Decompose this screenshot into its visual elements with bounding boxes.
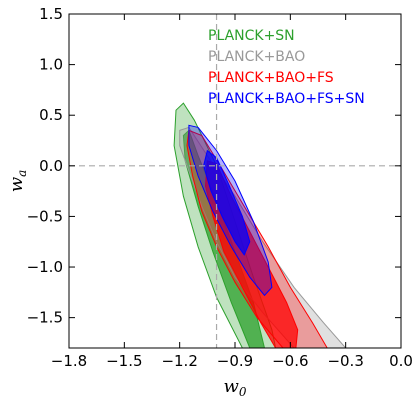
x-tick-label: 0.0 (389, 352, 413, 370)
x-tick-label: −1.5 (106, 352, 142, 370)
x-tick-label: −0.6 (272, 352, 308, 370)
y-tick-label: −1.5 (27, 309, 63, 327)
y-tick-label: −0.5 (27, 207, 63, 225)
legend: PLANCK+SN PLANCK+BAO PLANCK+BAO+FS PLANCK+B… (208, 28, 365, 107)
y-tick-label: 1.5 (39, 5, 63, 23)
axis-ticks: −1.8 −1.5 −1.2 −0.9 −0.6 −0.3 0.0 −1.5 −1.0 −0.5 0… (27, 5, 413, 370)
x-tick-label: −0.3 (327, 352, 363, 370)
x-tick-label: −1.8 (51, 352, 87, 370)
legend-entry: PLANCK+SN (208, 28, 295, 44)
x-tick-label: −1.2 (161, 352, 197, 370)
legend-entry: PLANCK+BAO+FS+SN (208, 91, 365, 107)
y-tick-label: −1.0 (27, 258, 63, 276)
y-tick-label: 1.0 (39, 56, 63, 74)
contour-inner-3 (203, 149, 251, 256)
legend-entry: PLANCK+BAO+FS (208, 70, 334, 86)
plot-frame (68, 13, 402, 349)
y-tick-label: 0.0 (39, 157, 63, 175)
x-axis-label: w0 (223, 376, 246, 399)
contour-regions (173, 102, 347, 348)
x-tick-label: −0.9 (217, 352, 253, 370)
legend-entry: PLANCK+BAO (208, 49, 305, 65)
y-axis-label: wa (6, 170, 29, 193)
reference-lines (69, 14, 401, 348)
y-tick-label: 0.5 (39, 106, 63, 124)
